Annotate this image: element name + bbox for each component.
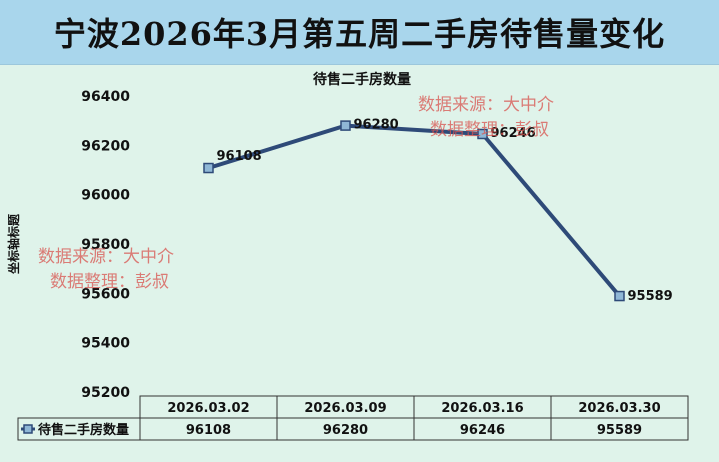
y-tick-label: 95200 <box>81 385 130 401</box>
y-tick-label: 95600 <box>81 286 130 302</box>
legend-series-name: 待售二手房数量 <box>37 422 129 438</box>
data-label: 95589 <box>628 289 673 304</box>
watermark-editor: 数据整理：彭叔 <box>430 120 549 140</box>
data-point-marker <box>340 120 351 131</box>
y-tick-label: 96000 <box>81 188 130 204</box>
data-label: 96246 <box>491 126 536 141</box>
x-category-label: 2026.03.09 <box>304 401 386 416</box>
data-table-value: 95589 <box>597 423 642 438</box>
data-label: 96108 <box>217 149 262 164</box>
page-title: 宁波2026年3月第五周二手房待售量变化 <box>53 15 666 53</box>
chart-title: 待售二手房数量 <box>313 71 411 88</box>
data-table-value: 96246 <box>460 423 505 438</box>
x-category-label: 2026.03.02 <box>167 401 249 416</box>
watermark-editor: 数据整理：彭叔 <box>50 272 169 292</box>
legend-marker-icon <box>23 424 33 434</box>
y-tick-label: 95800 <box>81 237 130 253</box>
data-table-value: 96108 <box>186 423 231 438</box>
watermark-source: 数据来源：大中介 <box>418 95 554 115</box>
title-bar: 宁波2026年3月第五周二手房待售量变化 <box>0 0 719 65</box>
data-point-marker <box>477 128 488 140</box>
watermark-source: 数据来源：大中介 <box>38 247 174 267</box>
data-point-marker <box>203 162 214 174</box>
x-category-label: 2026.03.16 <box>441 401 523 416</box>
y-axis-title: 坐标轴标题 <box>6 213 21 274</box>
x-category-label: 2026.03.30 <box>578 401 660 416</box>
y-tick-label: 96400 <box>81 89 130 105</box>
y-tick-label: 95400 <box>81 336 130 352</box>
series-line <box>207 123 622 298</box>
data-point-marker <box>614 290 625 302</box>
data-label: 96280 <box>354 118 399 133</box>
data-table-value: 96280 <box>323 423 368 438</box>
y-tick-label: 96200 <box>81 138 130 154</box>
